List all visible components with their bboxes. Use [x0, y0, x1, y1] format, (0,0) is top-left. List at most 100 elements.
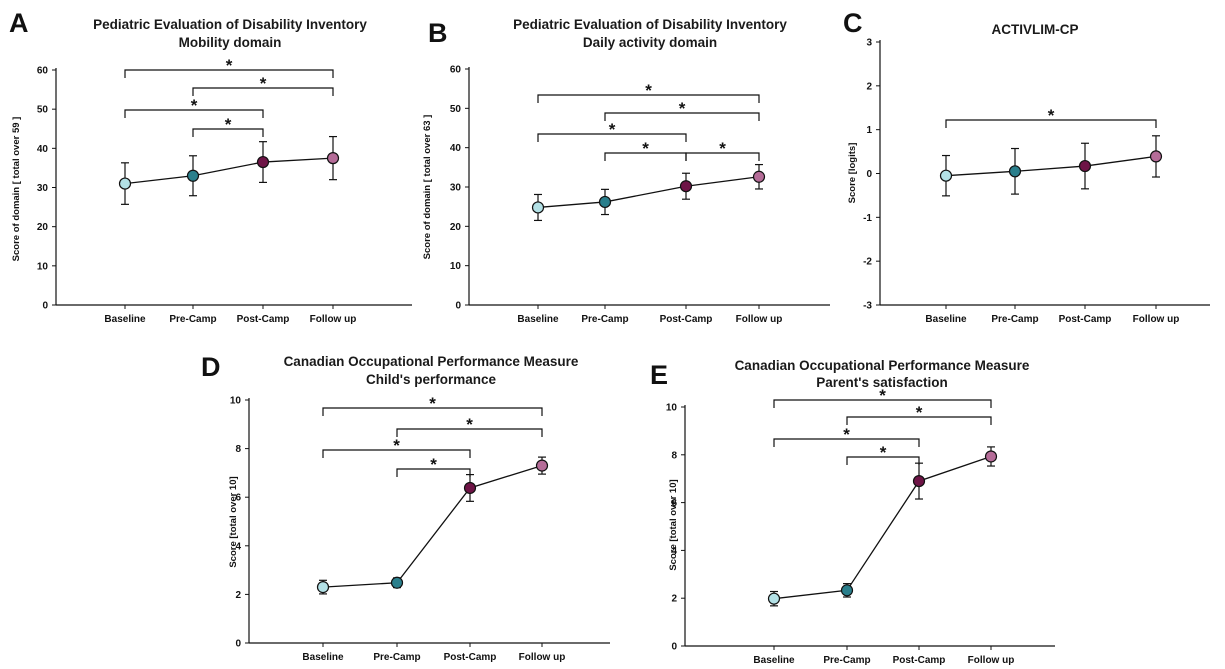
significance-bracket [537, 94, 760, 103]
data-point [679, 180, 693, 193]
significance-bracket [846, 416, 992, 425]
x-tick-label: Post-Camp [660, 314, 713, 325]
significance-star: * [879, 386, 886, 405]
data-point [767, 592, 781, 605]
x-tick-label: Follow up [310, 314, 357, 325]
significance-bracket [773, 399, 992, 408]
data-point [1149, 150, 1163, 163]
y-axis-label: Score of domain [ total over 63 ] [422, 115, 433, 260]
significance-star: * [679, 99, 686, 118]
significance-star: * [880, 443, 887, 462]
y-tick-label: 6 [671, 498, 677, 509]
x-tick-label: Follow up [519, 652, 566, 663]
data-point [840, 584, 854, 597]
significance-star: * [393, 436, 400, 455]
data-point [535, 459, 549, 472]
y-tick-label: 10 [37, 261, 49, 272]
data-point [118, 177, 132, 190]
y-tick-label: 1 [866, 125, 872, 136]
data-point [390, 576, 404, 589]
significance-star: * [843, 425, 850, 444]
x-tick-label: Post-Camp [1059, 314, 1112, 325]
y-axis-label: Score [logits] [847, 143, 858, 204]
y-tick-label: 20 [37, 222, 49, 233]
significance-star: * [916, 403, 923, 422]
y-tick-label: 50 [450, 104, 462, 115]
y-tick-label: 3 [866, 38, 872, 49]
y-tick-label: 60 [37, 66, 49, 77]
x-tick-label: Pre-Camp [823, 655, 870, 666]
significance-bracket [773, 438, 920, 447]
panel-d: D Canadian Occupational Performance Measu… [201, 352, 610, 663]
y-tick-label: 20 [450, 222, 462, 233]
chart-title: Parent's satisfaction [816, 375, 948, 390]
data-point [939, 169, 953, 182]
chart-title: Pediatric Evaluation of Disability Inven… [93, 17, 367, 32]
y-axis-label: Score [total over 10] [228, 476, 239, 567]
significance-bracket [322, 449, 471, 458]
chart-title: Mobility domain [179, 35, 282, 50]
significance-star: * [466, 415, 473, 434]
y-tick-label: 6 [235, 493, 241, 504]
x-tick-label: Baseline [517, 314, 559, 325]
x-tick-label: Baseline [753, 655, 795, 666]
data-point [1078, 159, 1092, 173]
y-tick-label: 2 [671, 594, 677, 605]
y-tick-label: -1 [863, 213, 872, 224]
y-tick-label: 30 [37, 183, 49, 194]
panel-letter: A [9, 8, 29, 38]
data-point [912, 474, 926, 488]
x-tick-label: Pre-Camp [991, 314, 1038, 325]
y-tick-label: 40 [37, 144, 49, 155]
data-point [186, 169, 200, 182]
significance-bracket [685, 152, 760, 161]
x-tick-label: Baseline [104, 314, 146, 325]
significance-star: * [226, 56, 233, 75]
significance-bracket [124, 69, 334, 78]
significance-bracket [846, 456, 920, 465]
significance-star: * [260, 74, 267, 93]
y-tick-label: 4 [235, 541, 241, 552]
chart-title: Canadian Occupational Performance Measur… [284, 354, 579, 369]
significance-star: * [719, 139, 726, 158]
significance-star: * [642, 139, 649, 158]
x-tick-label: Pre-Camp [373, 652, 420, 663]
series-line [322, 464, 543, 588]
panel-letter: D [201, 352, 221, 382]
chart-title: Daily activity domain [583, 35, 717, 50]
significance-bracket [322, 407, 543, 416]
y-tick-label: 0 [455, 301, 461, 312]
x-tick-label: Pre-Camp [169, 314, 216, 325]
x-tick-label: Baseline [302, 652, 344, 663]
significance-star: * [609, 120, 616, 139]
significance-bracket [396, 468, 471, 477]
significance-star: * [430, 455, 437, 474]
y-tick-label: 30 [450, 183, 462, 194]
y-tick-label: 0 [866, 169, 872, 180]
y-tick-label: 10 [450, 261, 462, 272]
significance-star: * [225, 115, 232, 134]
significance-star: * [645, 81, 652, 100]
y-tick-label: 8 [671, 450, 677, 461]
series-line [945, 155, 1157, 177]
y-tick-label: 4 [671, 546, 677, 557]
series-line [124, 157, 334, 185]
significance-bracket [124, 109, 264, 118]
x-tick-label: Baseline [925, 314, 967, 325]
y-axis-label: Score of domain [ total over 59 ] [11, 117, 22, 262]
panel-letter: C [843, 8, 863, 38]
significance-bracket [537, 133, 687, 142]
significance-bracket [192, 128, 264, 137]
series-line [537, 176, 760, 209]
chart-title: Pediatric Evaluation of Disability Inven… [513, 17, 787, 32]
chart-title: ACTIVLIM-CP [992, 22, 1079, 37]
x-tick-label: Follow up [1133, 314, 1180, 325]
significance-bracket [396, 428, 543, 437]
x-tick-label: Pre-Camp [581, 314, 628, 325]
panel-letter: B [428, 18, 448, 48]
series-line [773, 455, 992, 600]
y-tick-label: 60 [450, 65, 462, 76]
y-tick-label: 2 [866, 81, 872, 92]
data-point [531, 201, 545, 214]
x-tick-label: Post-Camp [237, 314, 290, 325]
